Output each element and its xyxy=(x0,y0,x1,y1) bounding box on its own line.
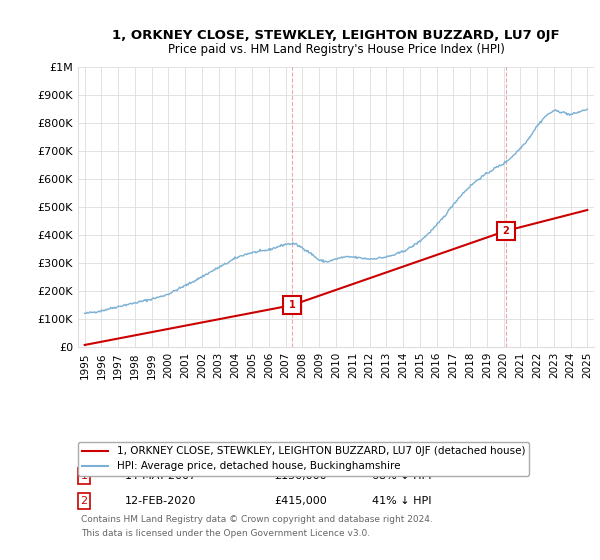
Text: 14-MAY-2007: 14-MAY-2007 xyxy=(124,471,197,481)
Text: 68% ↓ HPI: 68% ↓ HPI xyxy=(372,471,431,481)
Text: £415,000: £415,000 xyxy=(274,496,327,506)
Text: Contains HM Land Registry data © Crown copyright and database right 2024.
This d: Contains HM Land Registry data © Crown c… xyxy=(80,515,433,538)
Text: 12-FEB-2020: 12-FEB-2020 xyxy=(124,496,196,506)
Text: 41% ↓ HPI: 41% ↓ HPI xyxy=(372,496,431,506)
Text: £150,000: £150,000 xyxy=(274,471,327,481)
Title: 1, ORKNEY CLOSE, STEWKLEY, LEIGHTON BUZZARD, LU7 0JF: 1, ORKNEY CLOSE, STEWKLEY, LEIGHTON BUZZ… xyxy=(112,30,560,43)
Legend: 1, ORKNEY CLOSE, STEWKLEY, LEIGHTON BUZZARD, LU7 0JF (detached house), HPI: Aver: 1, ORKNEY CLOSE, STEWKLEY, LEIGHTON BUZZ… xyxy=(78,442,529,475)
Text: 1: 1 xyxy=(80,471,88,481)
Text: 1: 1 xyxy=(289,300,295,310)
Text: Price paid vs. HM Land Registry's House Price Index (HPI): Price paid vs. HM Land Registry's House … xyxy=(167,43,505,56)
Text: 2: 2 xyxy=(502,226,509,236)
Text: 2: 2 xyxy=(80,496,88,506)
